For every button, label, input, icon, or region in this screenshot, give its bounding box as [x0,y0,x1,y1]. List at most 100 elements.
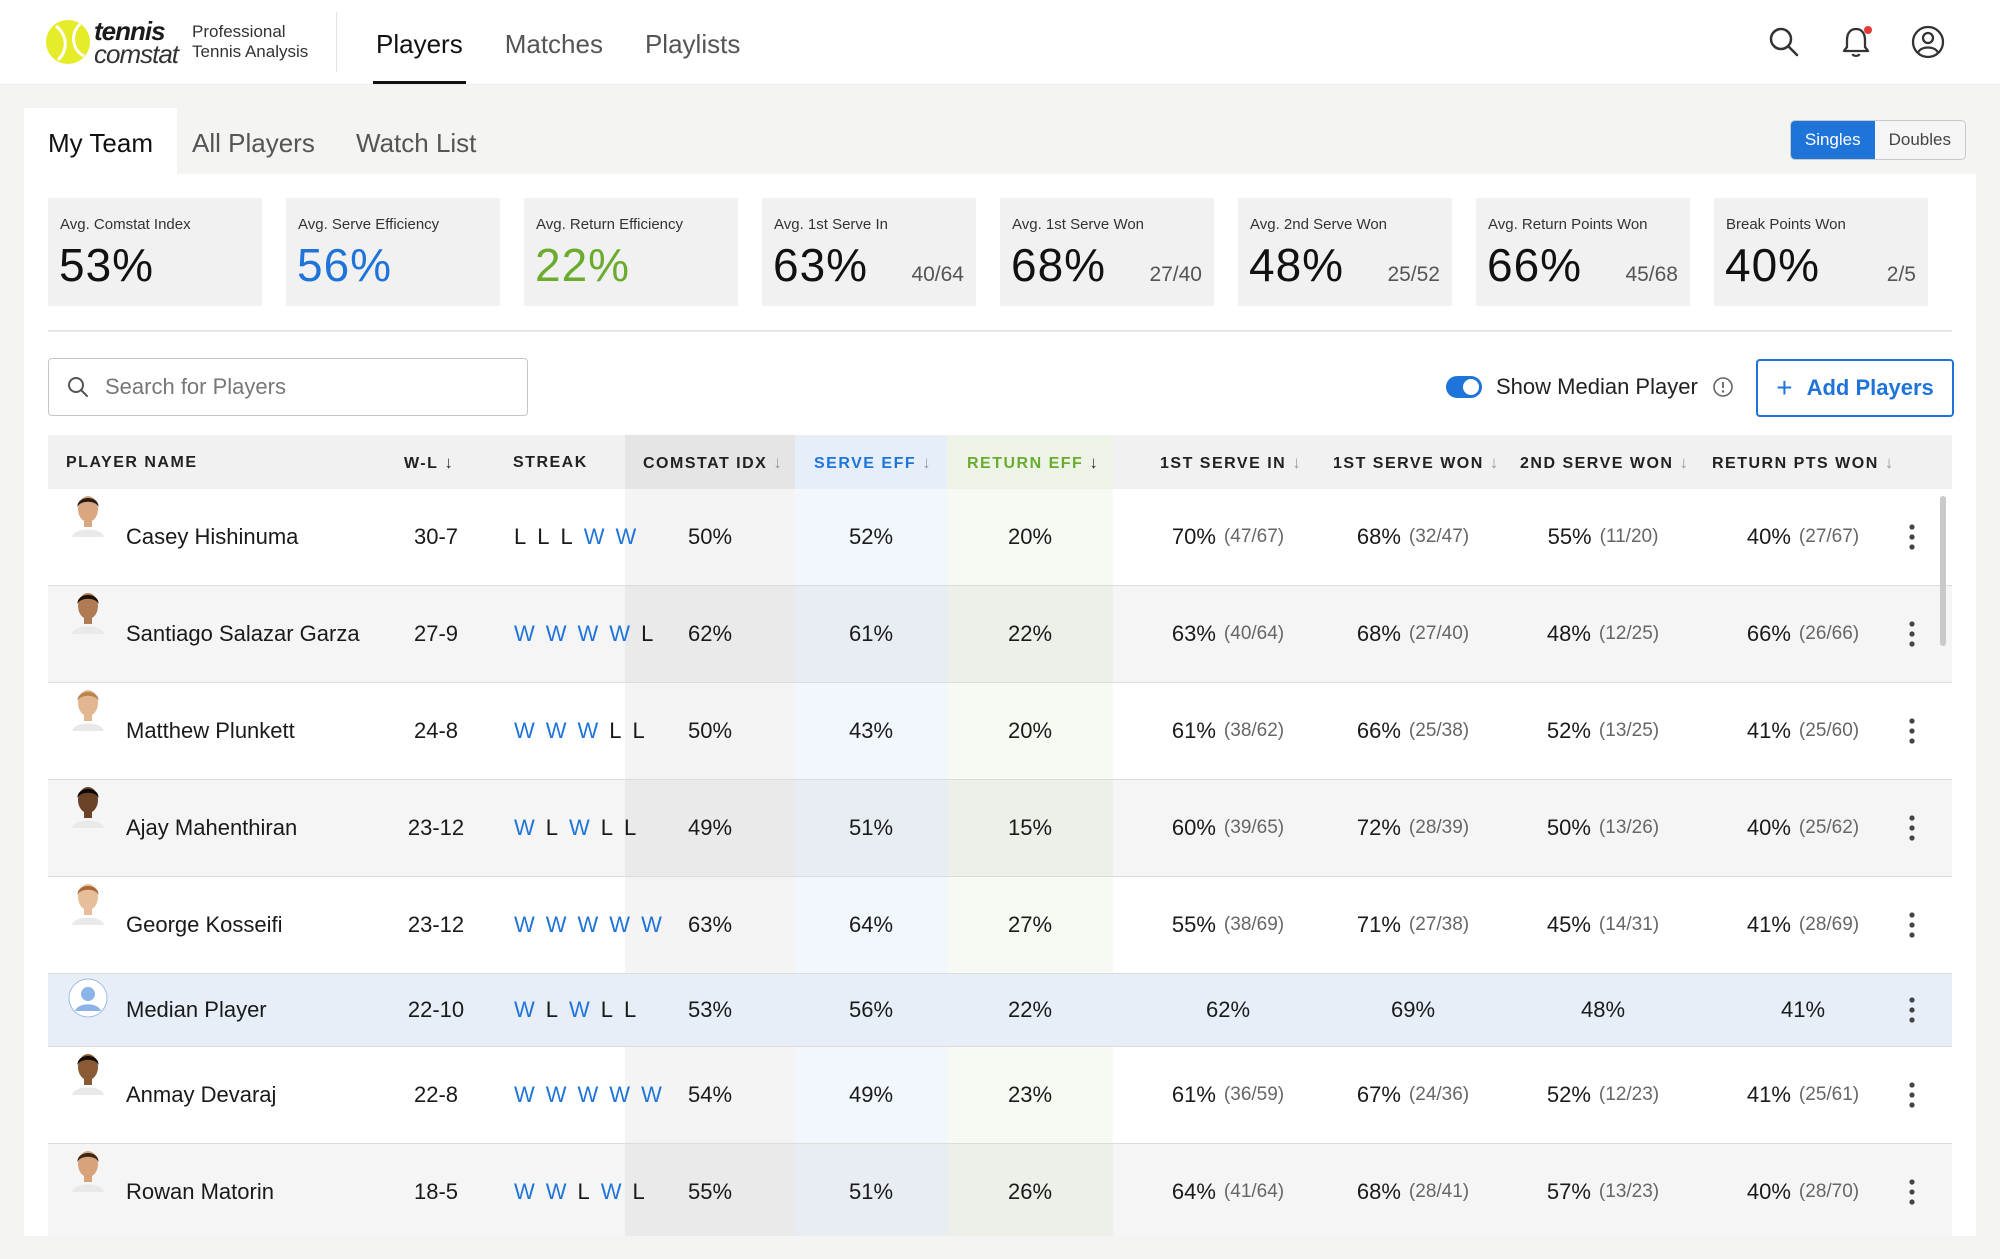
median-player-toggle-group: Show Median Player [1446,374,1734,400]
col-header-player[interactable]: PLAYER NAME [66,435,197,489]
stat-value: 56% [297,239,393,291]
col-header-return-eff[interactable]: RETURN EFF ↓ [947,435,1113,489]
subtab-all-players[interactable]: All Players [192,128,315,158]
player-name[interactable]: Rowan Matorin [126,1179,274,1204]
nav-divider [336,12,337,72]
comstat-idx: 53% [687,997,733,1022]
logo[interactable]: tennis comstat Professional Tennis Analy… [46,18,309,67]
streak-result: W [545,1179,567,1204]
streak-result: W [609,1082,631,1107]
search-icon[interactable] [1762,20,1806,64]
player-name[interactable]: Casey Hishinuma [126,524,299,549]
comstat-idx: 50% [687,718,733,743]
notification-dot [1864,26,1872,34]
comstat-column-bg [625,683,795,779]
row-menu-icon[interactable] [1902,489,1922,585]
streak-result: L [600,997,614,1022]
streak-result: W [583,524,605,549]
value: 52% [1546,1082,1591,1107]
value: 67% [1356,1082,1401,1107]
table-row[interactable]: Matthew Plunkett 24-8 W W W L L 50% 43% 20% 61% (38… [48,683,1952,780]
streak-result: L [514,524,527,549]
first-serve-won: 69% [1318,974,1508,1046]
streak-result: L [632,1179,645,1204]
second-serve-won: 50% (13/26) [1508,780,1698,876]
player-name[interactable]: Anmay Devaraj [126,1082,277,1107]
row-menu-icon[interactable] [1902,1047,1922,1143]
nav-tab-players[interactable]: Players [373,0,466,84]
col-header-return-pts-won[interactable]: RETURN PTS WON ↓ [1712,435,1893,489]
subtab-my-team[interactable]: My Team [24,108,177,174]
table-scrollbar[interactable] [1940,496,1946,646]
return-column-bg [947,1047,1113,1143]
col-header-serve-eff[interactable]: SERVE EFF ↓ [795,435,947,489]
info-icon[interactable] [1712,376,1734,398]
player-avatar [68,586,108,634]
player-name[interactable]: Median Player [126,997,267,1022]
col-header-comstat[interactable]: COMSTAT IDX ↓ [625,435,795,489]
stat-value: 48% [1249,239,1345,291]
singles-button[interactable]: Singles [1790,121,1875,159]
streak-result: L [624,997,637,1022]
logo-tagline-2: Tennis Analysis [192,42,309,61]
bell-icon[interactable] [1834,20,1878,64]
sort-arrow-icon: ↓ [1679,453,1688,472]
value: 62% [1205,997,1251,1022]
nav-tab-matches[interactable]: Matches [504,29,603,59]
col-header-wl[interactable]: W-L ↓ [404,435,453,489]
col-header-2nd-serve-won[interactable]: 2ND SERVE WON ↓ [1520,435,1688,489]
table-row[interactable]: Rowan Matorin 18-5 W W L W L 55% 51% 26% 64% (41/64… [48,1144,1952,1236]
sort-arrow-icon: ↓ [1292,453,1301,472]
first-serve-won: 68% (32/47) [1318,489,1508,585]
player-avatar [68,1144,108,1192]
value: 45% [1546,912,1591,937]
col-header-1st-serve-won[interactable]: 1ST SERVE WON ↓ [1333,435,1498,489]
row-menu-icon[interactable] [1902,780,1922,876]
table-row[interactable]: Santiago Salazar Garza 27-9 W W W W L 62% 61% 22%… [48,586,1952,683]
streak-result: L [545,997,559,1022]
median-player-row[interactable]: Median Player 22-10 W L W L L 53% 56% 22% 62% 69% 48… [48,974,1952,1047]
value: 71% [1356,912,1401,937]
row-menu-icon[interactable] [1902,683,1922,779]
subtab-watch-list[interactable]: Watch List [356,128,477,158]
player-name[interactable]: Santiago Salazar Garza [126,621,360,646]
value: 66% [1356,718,1401,743]
serve-eff: 51% [848,815,894,840]
row-menu-icon[interactable] [1902,974,1922,1046]
return-column-bg [947,683,1113,779]
streak-result: W [641,1082,662,1107]
stat-card: Avg. 1st Serve In 63% 40/64 [762,198,976,306]
table-row[interactable]: Ajay Mahenthiran 23-12 W L W L L 49% 51% 15% 60% (3… [48,780,1952,877]
streak-result: W [569,815,590,840]
stat-card: Avg. 2nd Serve Won 48% 25/52 [1238,198,1452,306]
streak-result: W [577,912,599,937]
col-header-1st-serve-in[interactable]: 1ST SERVE IN ↓ [1160,435,1301,489]
row-menu-icon[interactable] [1902,877,1922,973]
streak-result: W [569,997,590,1022]
player-name[interactable]: George Kosseifi [126,912,283,937]
summary-stats: Avg. Comstat Index 53% Avg. Serve Efficie… [48,198,1928,306]
table-row[interactable]: George Kosseifi 23-12 W W W W W 63% 64% 27% 55% (38… [48,877,1952,974]
player-name[interactable]: Ajay Mahenthiran [126,815,298,840]
player-name[interactable]: Matthew Plunkett [126,718,295,743]
median-player-toggle[interactable] [1446,376,1482,398]
fraction: (28/70) [1798,1181,1860,1202]
value: 60% [1171,815,1216,840]
nav-tab-playlists[interactable]: Playlists [644,29,741,59]
second-serve-won: 52% (12/23) [1508,1047,1698,1143]
account-icon[interactable] [1906,20,1950,64]
return-eff: 20% [1007,524,1053,549]
col-header-streak-label: STREAK [513,454,588,471]
table-row[interactable]: Casey Hishinuma 30-7 L L L W W 50% 52% 20% 70% (47/… [48,489,1952,586]
row-menu-icon[interactable] [1902,1144,1922,1236]
row-menu-icon[interactable] [1902,586,1922,682]
first-serve-won: 72% (28/39) [1318,780,1508,876]
first-serve-won: 68% (28/41) [1318,1144,1508,1236]
col-header-streak[interactable]: STREAK [513,435,588,489]
streak-result: W [609,912,631,937]
search-input[interactable] [103,373,507,401]
doubles-button[interactable]: Doubles [1888,130,1951,149]
table-row[interactable]: Anmay Devaraj 22-8 W W W W W 54% 49% 23% 61% (36/59… [48,1047,1952,1144]
add-players-button[interactable]: + Add Players [1756,359,1954,417]
